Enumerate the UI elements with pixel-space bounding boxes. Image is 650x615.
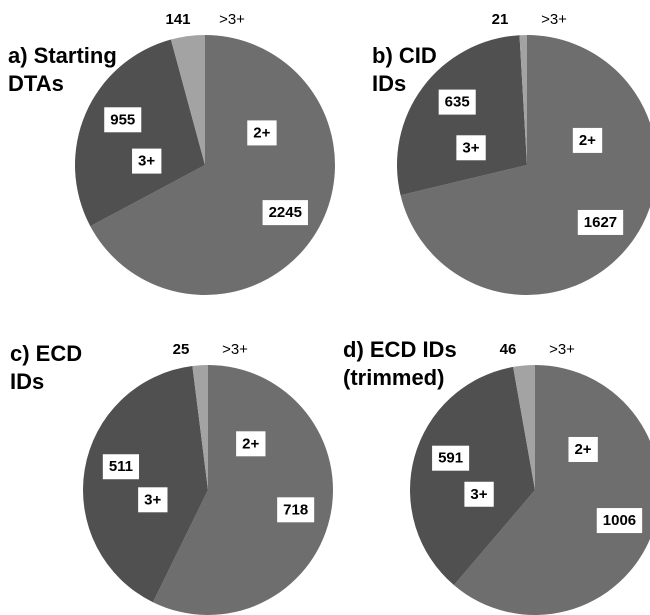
label-box — [236, 431, 266, 457]
pie-slice — [410, 366, 535, 586]
label-group: 3+ — [138, 487, 168, 513]
label-group: 955 — [104, 107, 142, 133]
category-label: >3+ — [222, 341, 248, 358]
pie-slice — [453, 365, 650, 615]
pie-slice — [513, 365, 535, 490]
chart-title: c) ECD IDs — [10, 341, 83, 394]
label-box — [568, 436, 598, 462]
label-group: 1627 — [577, 209, 624, 235]
label-group: 718 — [277, 497, 315, 523]
pie-slice — [75, 39, 205, 227]
chart-title: a) Starting DTAs — [8, 43, 117, 96]
data-label: 3+ — [470, 486, 487, 503]
data-label: 2+ — [242, 435, 259, 452]
label-box — [102, 454, 140, 480]
label-group: 2245 — [262, 200, 308, 226]
chart-title: b) CID IDs — [372, 43, 437, 96]
data-label: 591 — [438, 450, 463, 467]
data-label: 635 — [445, 94, 470, 111]
label-box — [596, 508, 643, 534]
category-label: >3+ — [541, 11, 567, 28]
category-label: >3+ — [219, 11, 245, 28]
data-label: 2+ — [579, 132, 596, 149]
label-group: 2+ — [247, 120, 277, 146]
label-group: 3+ — [132, 148, 162, 174]
label-group: 2+ — [568, 436, 598, 462]
label-group: 591 — [432, 445, 470, 471]
label-group: 1006 — [596, 508, 643, 534]
data-label: 1627 — [584, 214, 617, 231]
pie-slice — [519, 35, 527, 165]
pie-slice — [397, 35, 527, 196]
pie-slice — [82, 365, 208, 603]
data-label: 955 — [110, 111, 135, 128]
label-box — [104, 107, 142, 133]
data-label: 25 — [173, 341, 190, 358]
data-label: 3+ — [138, 153, 155, 170]
label-box — [138, 487, 168, 513]
data-label: 2+ — [253, 124, 270, 141]
data-label: 1006 — [603, 512, 636, 529]
data-label: 21 — [492, 11, 509, 28]
data-label: 141 — [165, 11, 190, 28]
data-label: 46 — [500, 341, 517, 358]
data-label: 511 — [109, 458, 133, 475]
label-box — [456, 135, 486, 161]
label-box — [572, 127, 603, 153]
data-label: 3+ — [144, 491, 161, 508]
data-label: 2+ — [574, 441, 591, 458]
label-box — [262, 200, 308, 226]
label-group: 511 — [102, 454, 140, 480]
label-box — [432, 445, 470, 471]
label-box — [438, 89, 476, 115]
pie-slice — [192, 365, 208, 490]
pie-slice — [152, 365, 333, 615]
pie-slice — [90, 35, 336, 295]
data-label: 3+ — [462, 139, 479, 156]
label-box — [464, 481, 494, 507]
category-label: >3+ — [549, 341, 575, 358]
label-group: 3+ — [456, 135, 486, 161]
label-group: 2+ — [236, 431, 266, 457]
label-group: 3+ — [464, 481, 494, 507]
data-label: 718 — [283, 501, 308, 518]
data-label: 2245 — [269, 204, 302, 221]
pie-slice — [170, 35, 205, 165]
chart-title: d) ECD IDs (trimmed) — [343, 337, 457, 390]
label-box — [247, 120, 277, 146]
label-box — [277, 497, 315, 523]
label-group: 635 — [438, 89, 476, 115]
label-box — [577, 209, 624, 235]
label-box — [132, 148, 162, 174]
label-group: 2+ — [572, 127, 603, 153]
